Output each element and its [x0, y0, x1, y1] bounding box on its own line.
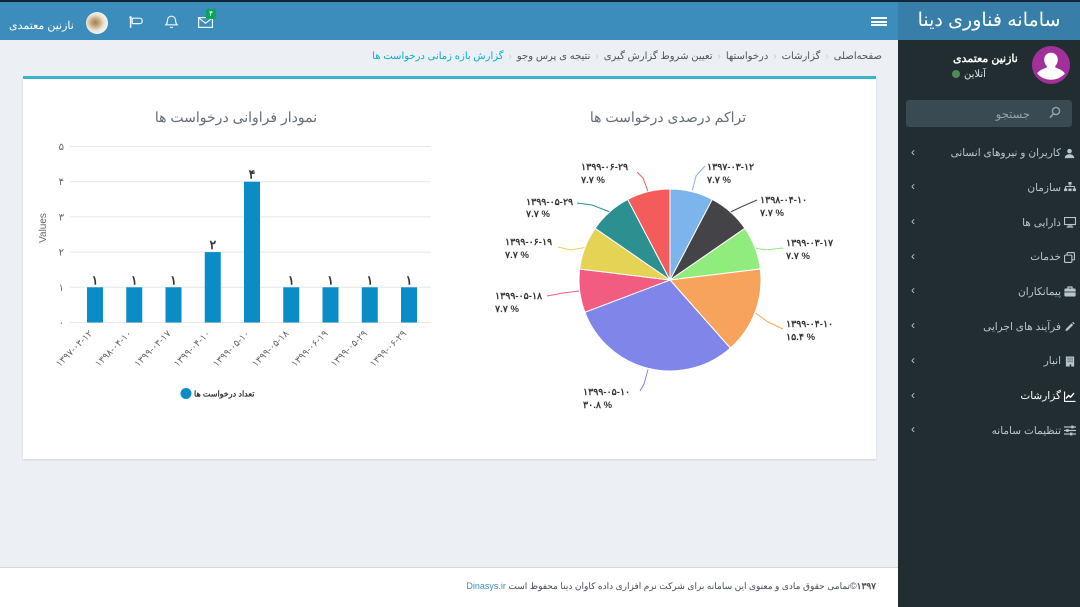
svg-text:۱۳۹۹-۰۵-۱۸: ۱۳۹۹-۰۵-۱۸ — [495, 291, 543, 302]
svg-text:۷.۷ %: ۷.۷ % — [504, 250, 529, 261]
svg-text:۱۳۹۷-۰۳-۱۲: ۱۳۹۷-۰۳-۱۲ — [707, 162, 755, 173]
svg-text:۱: ۱ — [406, 273, 413, 287]
svg-text:۱۳۹۸-۰۴-۱۰: ۱۳۹۸-۰۴-۱۰ — [760, 195, 807, 206]
svg-text:۱: ۱ — [170, 273, 177, 287]
svg-text:Values: Values — [38, 213, 49, 243]
svg-text:نمودار فراوانی درخواست ها: نمودار فراوانی درخواست ها — [155, 109, 317, 126]
svg-text:۱۳۹۹-۰۵-۲۹: ۱۳۹۹-۰۵-۲۹ — [526, 197, 574, 208]
svg-text:۱۵.۴ %: ۱۵.۴ % — [786, 332, 816, 343]
svg-text:۴: ۴ — [249, 168, 256, 182]
svg-text:۱۳۹۹-۰۵-۱۸: ۱۳۹۹-۰۵-۱۸ — [250, 328, 292, 370]
svg-text:۱۳۹۹-۰۴-۱۰: ۱۳۹۹-۰۴-۱۰ — [172, 328, 213, 369]
svg-text:۱۳۹۹-۰۳-۱۷: ۱۳۹۹-۰۳-۱۷ — [786, 238, 834, 249]
svg-text:۷.۷ %: ۷.۷ % — [759, 208, 784, 219]
svg-text:۳۰.۸ %: ۳۰.۸ % — [583, 400, 613, 411]
svg-text:۱: ۱ — [92, 273, 99, 287]
svg-text:۱: ۱ — [59, 283, 64, 294]
svg-text:۷.۷ %: ۷.۷ % — [494, 304, 519, 315]
svg-text:۱۳۹۹-۰۶-۱۹: ۱۳۹۹-۰۶-۱۹ — [289, 328, 330, 369]
svg-text:۱۳۹۹-۰۶-۲۹: ۱۳۹۹-۰۶-۲۹ — [581, 162, 629, 173]
svg-text:۷.۷ %: ۷.۷ % — [525, 209, 550, 220]
svg-text:۷.۷ %: ۷.۷ % — [785, 251, 810, 262]
svg-text:۷.۷ %: ۷.۷ % — [580, 175, 605, 186]
svg-text:۱۳۹۹-۰۵-۱۰: ۱۳۹۹-۰۵-۱۰ — [211, 328, 252, 369]
svg-text:تعداد درخواست ها: تعداد درخواست ها — [194, 390, 255, 400]
svg-text:۲: ۲ — [59, 248, 64, 259]
svg-text:۳: ۳ — [59, 212, 65, 223]
svg-text:۱۳۹۸-۰۴-۱۰: ۱۳۹۸-۰۴-۱۰ — [93, 328, 134, 369]
svg-text:۱۳۹۷-۰۳-۱۲: ۱۳۹۷-۰۳-۱۲ — [54, 328, 95, 369]
svg-text:۱۳۹۹-۰۴-۱۰: ۱۳۹۹-۰۴-۱۰ — [786, 319, 833, 330]
svg-text:۱: ۱ — [131, 273, 138, 287]
svg-text:۱۳۹۹-۰۵-۱۰: ۱۳۹۹-۰۵-۱۰ — [583, 387, 630, 398]
svg-text:تراکم درصدی درخواست ها: تراکم درصدی درخواست ها — [590, 109, 746, 126]
svg-text:۱: ۱ — [288, 273, 295, 287]
svg-text:۱۳۹۹-۰۶-۲۹: ۱۳۹۹-۰۶-۲۹ — [368, 328, 409, 369]
svg-text:۱۳۹۹-۰۵-۲۹: ۱۳۹۹-۰۵-۲۹ — [329, 328, 370, 369]
svg-text:۰: ۰ — [59, 318, 64, 329]
svg-text:۱۳۹۹-۰۳-۱۷: ۱۳۹۹-۰۳-۱۷ — [132, 328, 174, 370]
svg-text:۴: ۴ — [59, 177, 64, 188]
svg-text:۱: ۱ — [366, 273, 373, 287]
svg-text:۱۳۹۹-۰۶-۱۹: ۱۳۹۹-۰۶-۱۹ — [505, 237, 553, 248]
svg-text:۱: ۱ — [327, 273, 334, 287]
svg-text:۲: ۲ — [209, 238, 216, 252]
svg-text:۵: ۵ — [59, 142, 64, 153]
svg-text:۷.۷ %: ۷.۷ % — [706, 175, 731, 186]
